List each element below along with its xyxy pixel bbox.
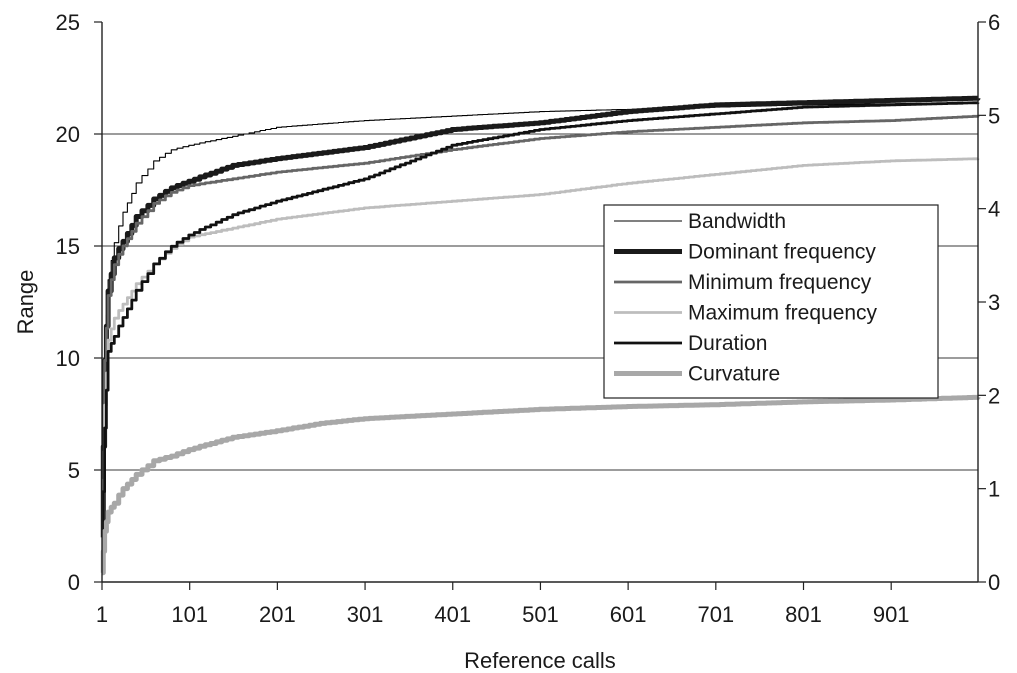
x-tick-label: 101	[171, 602, 208, 627]
series-line-curvature	[100, 394, 981, 576]
x-axis-label: Reference calls	[464, 648, 616, 673]
legend-label: Curvature	[688, 363, 780, 386]
axes	[94, 21, 986, 590]
legend-label: Bandwidth	[688, 210, 786, 233]
y-tick-label: 15	[56, 234, 80, 259]
series-line-minimum-frequency	[101, 114, 980, 550]
x-tick-label: 1	[96, 602, 108, 627]
y2-tick-label: 6	[988, 10, 1000, 35]
y-tick-label: 10	[56, 346, 80, 371]
series-lines	[100, 95, 981, 576]
x-tick-label: 301	[347, 602, 384, 627]
legend-label: Duration	[688, 332, 767, 355]
x-tick-label: 601	[610, 602, 647, 627]
x-tick-label: 801	[785, 602, 822, 627]
x-tick-label: 901	[873, 602, 910, 627]
x-tick-label: 701	[697, 602, 734, 627]
y2-tick-label: 4	[988, 197, 1000, 222]
y2-tick-label: 1	[988, 477, 1000, 502]
series-line-duration	[101, 101, 980, 562]
x-tick-label: 401	[434, 602, 471, 627]
y2-tick-label: 5	[988, 103, 1000, 128]
legend-label: Minimum frequency	[688, 271, 872, 294]
series-line-dominant-frequency	[100, 95, 981, 540]
x-tick-label: 201	[259, 602, 296, 627]
series-line-maximum-frequency	[101, 157, 980, 562]
y2-tick-label: 2	[988, 383, 1000, 408]
y2-tick-label: 0	[988, 570, 1000, 595]
y-axis-label: Range	[13, 270, 38, 335]
y-tick-label: 25	[56, 10, 80, 35]
y2-tick-label: 3	[988, 290, 1000, 315]
legend: Bandwidth Dominant frequency Minimum frequ…	[603, 204, 939, 399]
y-tick-label: 20	[56, 122, 80, 147]
x-tick-label: 501	[522, 602, 559, 627]
y-tick-label: 0	[68, 570, 80, 595]
legend-label: Maximum frequency	[688, 302, 878, 325]
legend-label: Dominant frequency	[688, 241, 876, 264]
legend-box	[603, 204, 939, 399]
y-tick-label: 5	[68, 458, 80, 483]
